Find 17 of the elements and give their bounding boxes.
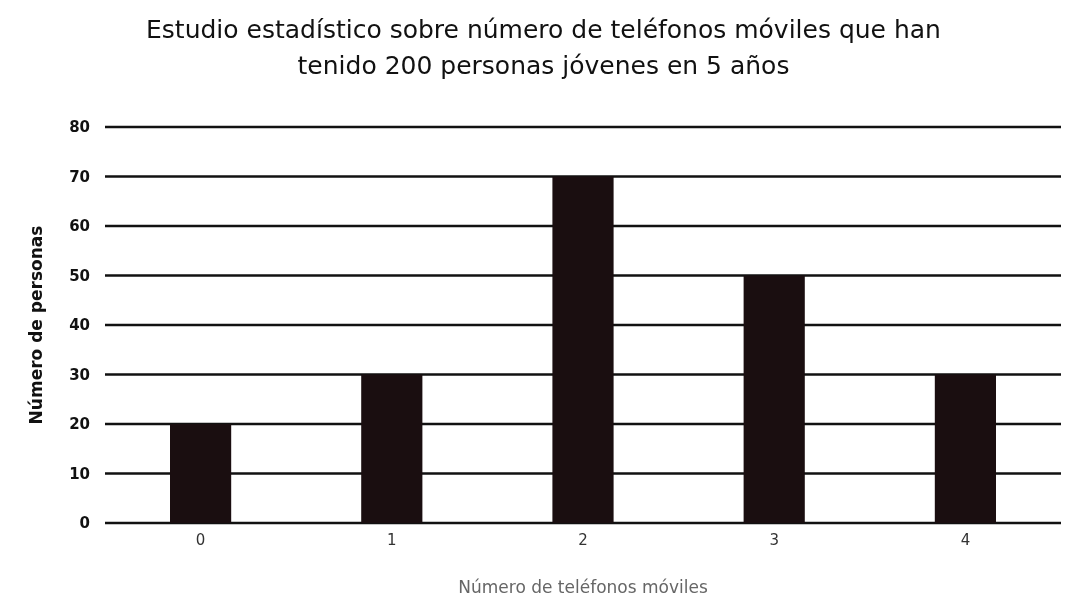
y-tick-label: 0 (79, 514, 90, 533)
y-axis-title: Número de personas (26, 225, 46, 425)
y-tick-label: 50 (69, 266, 90, 285)
x-axis-title: Número de teléfonos móviles (458, 577, 708, 597)
y-tick-label: 10 (69, 464, 90, 483)
y-tick-label: 80 (69, 118, 90, 137)
y-tick-label: 60 (69, 217, 90, 236)
x-tick-label: 1 (387, 530, 397, 549)
y-tick-label: 40 (69, 316, 90, 335)
y-tick-label: 20 (69, 415, 90, 434)
y-tick-label: 30 (69, 365, 90, 384)
x-tick-label: 3 (769, 530, 779, 549)
x-tick-label: 2 (578, 530, 588, 549)
chart-title: Estudio estadístico sobre número de teléfonos móviles que han tenido 200 personas jóvenes en 5 años (146, 15, 941, 80)
y-tick-label: 70 (69, 167, 90, 186)
x-tick-label: 4 (960, 530, 971, 549)
x-tick-label: 0 (195, 530, 206, 549)
